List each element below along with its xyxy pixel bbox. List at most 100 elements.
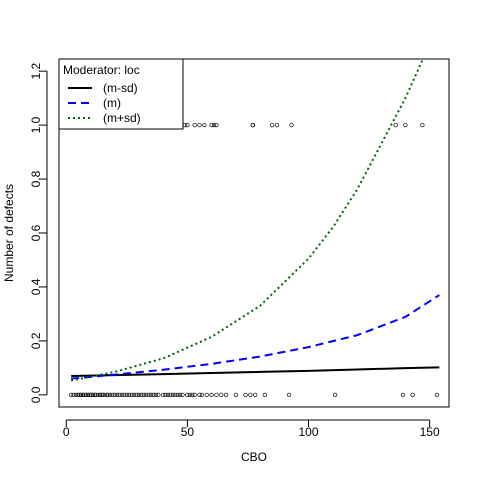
observation-point-zero xyxy=(110,392,115,398)
observation-point-zero xyxy=(161,392,166,398)
observation-point-zero xyxy=(85,392,91,398)
y-tick-label: 0.6 xyxy=(29,224,43,241)
observation-point-zero xyxy=(204,392,209,398)
observation-point-one xyxy=(211,122,217,128)
observation-point-zero xyxy=(243,392,248,398)
y-tick-label: 1.0 xyxy=(29,116,43,133)
observation-point-zero xyxy=(262,392,268,398)
observation-point-zero xyxy=(144,392,149,398)
observation-point-zero xyxy=(151,392,156,398)
observation-point-zero xyxy=(134,392,139,398)
legend-title: Moderator: loc xyxy=(63,63,140,77)
observation-point-zero xyxy=(98,392,103,398)
points-layer xyxy=(68,122,440,398)
lines-layer xyxy=(70,59,440,382)
legend: Moderator: loc (m-sd) (m) (m+sd) xyxy=(58,58,184,130)
observation-point-zero xyxy=(214,392,219,398)
observation-point-zero xyxy=(165,392,171,398)
observation-point-zero xyxy=(95,392,100,398)
observation-point-zero xyxy=(119,392,125,398)
observation-point-zero xyxy=(434,392,440,398)
y-tick-label: 1.2 xyxy=(29,62,43,79)
observation-point-zero xyxy=(107,392,113,398)
y-tick-label: 0.8 xyxy=(29,170,43,187)
observation-point-zero xyxy=(286,392,292,398)
observation-point-zero xyxy=(122,392,127,398)
observation-point-zero xyxy=(114,392,120,398)
observation-point-zero xyxy=(177,392,183,398)
observation-point-zero xyxy=(332,392,338,398)
observation-point-one xyxy=(209,122,214,128)
observation-point-zero xyxy=(180,392,185,398)
observation-point-zero xyxy=(83,392,88,398)
observation-point-zero xyxy=(71,392,76,398)
x-axis-label: CBO xyxy=(241,450,267,464)
observation-point-zero xyxy=(78,392,83,398)
observation-point-one xyxy=(185,122,190,128)
observation-point-one xyxy=(393,122,398,128)
observation-point-one xyxy=(192,122,197,128)
observation-point-zero xyxy=(185,392,190,398)
observation-point-zero xyxy=(156,392,161,398)
observation-point-zero xyxy=(68,392,74,398)
observation-point-zero xyxy=(153,392,159,398)
observation-point-zero xyxy=(410,392,415,398)
observation-point-zero xyxy=(112,392,117,398)
observation-point-zero xyxy=(124,392,129,398)
x-tick-label: 150 xyxy=(420,425,440,439)
observation-point-one xyxy=(214,122,219,128)
observation-point-zero xyxy=(141,392,146,398)
observation-point-one xyxy=(270,122,275,128)
observation-point-zero xyxy=(90,392,96,398)
observation-point-zero xyxy=(219,392,224,398)
y-tick-label: 0.4 xyxy=(29,278,43,295)
legend-entry-m-sd: (m-sd) xyxy=(103,81,138,95)
observation-point-zero xyxy=(117,392,122,398)
observation-point-zero xyxy=(139,392,144,398)
observation-point-zero xyxy=(400,392,406,398)
x-tick-label: 50 xyxy=(181,425,195,439)
observation-point-zero xyxy=(170,392,176,398)
observation-point-zero xyxy=(105,392,110,398)
observation-point-zero xyxy=(131,392,137,398)
series-line-m-sd xyxy=(71,366,440,377)
observation-point-one xyxy=(274,122,280,128)
observation-point-zero xyxy=(76,392,81,398)
y-axis: 0.0 0.2 0.4 0.6 0.8 1.0 1.2 xyxy=(29,62,48,403)
observation-point-zero xyxy=(146,392,151,398)
observation-point-zero xyxy=(233,392,238,398)
x-axis: 0 50 100 150 xyxy=(63,419,440,439)
observation-point-one xyxy=(289,122,294,128)
legend-entry-m: (m) xyxy=(103,96,121,110)
observation-point-zero xyxy=(93,392,98,398)
observation-point-zero xyxy=(197,392,202,398)
observation-point-zero xyxy=(209,392,214,398)
observation-point-zero xyxy=(81,392,86,398)
observation-point-zero xyxy=(223,392,229,398)
observation-point-zero xyxy=(187,392,192,398)
y-tick-label: 0.2 xyxy=(29,332,43,349)
observation-point-one xyxy=(202,122,207,128)
y-tick-label: 0.0 xyxy=(29,386,43,403)
observation-point-zero xyxy=(136,392,142,398)
x-tick-label: 100 xyxy=(298,425,318,439)
observation-point-one xyxy=(250,122,255,128)
observation-point-zero xyxy=(88,392,93,398)
series-line-m-plus-sd xyxy=(70,59,425,382)
observation-point-zero xyxy=(175,392,180,398)
observation-point-zero xyxy=(163,392,168,398)
observation-point-zero xyxy=(190,392,195,398)
observation-point-zero xyxy=(127,392,132,398)
legend-entry-m-plus-sd: (m+sd) xyxy=(103,111,141,125)
observation-point-zero xyxy=(192,392,197,398)
observation-point-zero xyxy=(73,392,79,398)
plot-frame xyxy=(58,58,450,408)
observation-point-zero xyxy=(129,392,134,398)
observation-point-zero xyxy=(102,392,108,398)
y-axis-label: Number of defects xyxy=(2,184,16,282)
x-tick-label: 0 xyxy=(63,425,70,439)
observation-point-zero xyxy=(173,392,178,398)
observation-point-one xyxy=(197,122,202,128)
observation-point-zero xyxy=(199,392,205,398)
